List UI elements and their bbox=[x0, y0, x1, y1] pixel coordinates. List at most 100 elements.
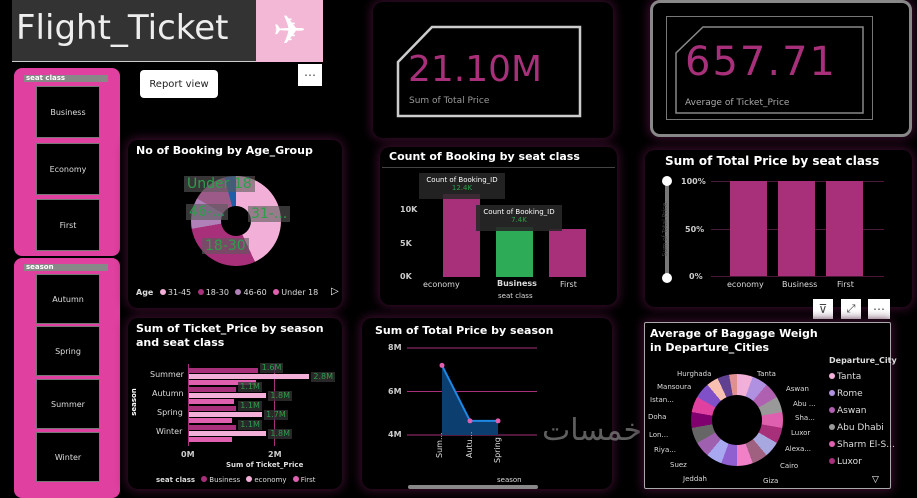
data-point[interactable] bbox=[467, 418, 473, 424]
slice-label: Aswan bbox=[786, 385, 809, 393]
data-label: 1.1M bbox=[238, 401, 262, 411]
y-axis-title: Sum of Total Price bbox=[661, 202, 669, 257]
x-tick: economy bbox=[727, 280, 764, 289]
tooltip-value: 12.4K bbox=[451, 184, 473, 192]
slice-label: Mansoura bbox=[657, 383, 692, 391]
legend: Age 31-45 18-30 46-60 Under 18 bbox=[136, 288, 318, 297]
bar[interactable] bbox=[443, 193, 480, 277]
legend-item[interactable]: First bbox=[300, 476, 316, 484]
kpi-frame bbox=[396, 25, 582, 118]
legend-item[interactable]: Business bbox=[209, 476, 241, 484]
bar[interactable] bbox=[189, 437, 232, 442]
slider-handle[interactable] bbox=[662, 273, 672, 283]
x-tick: Autu... bbox=[465, 431, 474, 458]
x-axis-title: seat class bbox=[498, 292, 533, 300]
slicer-header: season bbox=[24, 264, 108, 271]
baggage-donut-card: Average of Baggage Weigh in Departure_Ci… bbox=[644, 322, 897, 489]
slicer-item-winter[interactable]: Winter bbox=[36, 432, 100, 482]
legend-scroll-down-icon[interactable]: ▽ bbox=[872, 475, 879, 485]
legend-item[interactable]: Luxor bbox=[829, 456, 862, 468]
chart-title: Count of Booking by seat class bbox=[389, 150, 580, 163]
bar[interactable] bbox=[730, 181, 767, 276]
slicer-item-economy[interactable]: Economy bbox=[36, 143, 100, 195]
seat-class-slicer: seat class Business Economy First bbox=[14, 68, 120, 256]
area-chart[interactable] bbox=[362, 318, 612, 489]
bar[interactable] bbox=[778, 181, 815, 276]
bar[interactable] bbox=[189, 406, 237, 411]
bar[interactable] bbox=[189, 380, 256, 385]
bar[interactable] bbox=[826, 181, 863, 276]
bar[interactable] bbox=[189, 399, 235, 404]
legend-item[interactable]: 18-30 bbox=[205, 288, 229, 297]
bar[interactable] bbox=[189, 418, 232, 423]
season-slicer: season Autumn Spring Summer Winter bbox=[14, 258, 120, 498]
bar[interactable] bbox=[189, 431, 267, 436]
x-tick: Spring bbox=[493, 437, 502, 463]
bar[interactable] bbox=[189, 425, 237, 430]
tooltip: Count of Booking_ID 12.4K bbox=[419, 173, 505, 199]
legend-next-icon[interactable]: ▷ bbox=[331, 286, 339, 297]
count-booking-card: Count of Booking by seat class 0K 5K 10K… bbox=[380, 147, 617, 305]
more-options-button[interactable]: ⋯ bbox=[298, 64, 322, 86]
tooltip-title: Count of Booking_ID bbox=[426, 176, 498, 184]
x-tick: 2M bbox=[268, 450, 282, 459]
slice-label: Luxor bbox=[791, 429, 811, 437]
data-label: 1.6M bbox=[259, 363, 284, 373]
slice-label: Hurghada bbox=[677, 370, 712, 378]
legend-item[interactable]: 46-60 bbox=[243, 288, 267, 297]
total-price-seat-card: Sum of Total Price by seat class Sum of … bbox=[645, 150, 912, 307]
report-view-tooltip: Report view bbox=[140, 70, 218, 98]
x-tick: First bbox=[560, 280, 577, 289]
bar[interactable] bbox=[189, 368, 258, 373]
slider-handle[interactable] bbox=[662, 176, 672, 186]
chart-title: Average of Baggage Weigh in Departure_Ci… bbox=[650, 327, 818, 354]
y-tick: Summer bbox=[150, 370, 184, 379]
horizontal-scrollbar[interactable] bbox=[408, 485, 538, 489]
total-price-season-card: Sum of Total Price by season 8M 6M 4M Su… bbox=[362, 318, 642, 489]
y-tick: 6M bbox=[388, 387, 402, 396]
slicer-item-business[interactable]: Business bbox=[36, 86, 100, 138]
chart-title: Sum of Ticket_Price by season and seat c… bbox=[136, 322, 324, 349]
legend-item[interactable]: Rome bbox=[829, 388, 863, 400]
slicer-item-summer[interactable]: Summer bbox=[36, 379, 100, 429]
baggage-donut[interactable] bbox=[691, 374, 783, 466]
slice-label: Sha... bbox=[795, 414, 815, 422]
legend-item[interactable]: Sharm El-S... bbox=[829, 439, 895, 451]
slicer-item-spring[interactable]: Spring bbox=[36, 326, 100, 376]
bar[interactable] bbox=[549, 228, 586, 277]
slicer-header: seat class bbox=[24, 75, 108, 82]
chart-title: Sum of Total Price by season bbox=[375, 324, 554, 337]
data-label: 18-30 bbox=[202, 238, 249, 254]
legend-item[interactable]: Under 18 bbox=[281, 288, 319, 297]
area-fill bbox=[442, 365, 498, 435]
slice-label: Riya... bbox=[654, 446, 676, 454]
legend-title: Age bbox=[136, 288, 154, 297]
y-range-slider[interactable] bbox=[665, 180, 669, 278]
bar[interactable] bbox=[189, 412, 263, 417]
data-label: 1.1M bbox=[238, 382, 262, 392]
legend-item[interactable]: Abu Dhabi bbox=[829, 422, 884, 434]
legend-item[interactable]: economy bbox=[254, 476, 287, 484]
bar[interactable] bbox=[189, 374, 310, 379]
filter-icon[interactable]: ⊽ bbox=[813, 299, 833, 319]
focus-mode-icon[interactable]: ⤢ bbox=[841, 299, 861, 319]
tooltip-title: Count of Booking_ID bbox=[483, 208, 555, 216]
data-point[interactable] bbox=[439, 362, 445, 368]
slice-label: Doha bbox=[648, 413, 667, 421]
legend-item[interactable]: 31-45 bbox=[167, 288, 192, 297]
y-tick: 5K bbox=[400, 239, 412, 248]
bar[interactable] bbox=[189, 393, 267, 398]
more-options-button[interactable]: ⋯ bbox=[868, 299, 890, 319]
y-tick: 8M bbox=[388, 343, 402, 352]
data-label: 31-... bbox=[248, 206, 291, 222]
slicer-item-autumn[interactable]: Autumn bbox=[36, 274, 100, 324]
data-point[interactable] bbox=[495, 418, 501, 424]
slicer-item-first[interactable]: First bbox=[36, 199, 100, 251]
legend-item[interactable]: Tanta bbox=[829, 371, 861, 383]
slice-label: Alexa... bbox=[785, 445, 812, 453]
legend-title: seat class bbox=[156, 476, 196, 484]
bar[interactable] bbox=[496, 227, 533, 277]
slice-label: Istan... bbox=[650, 396, 674, 404]
legend-item[interactable]: Aswan bbox=[829, 405, 866, 417]
bar[interactable] bbox=[189, 387, 237, 392]
